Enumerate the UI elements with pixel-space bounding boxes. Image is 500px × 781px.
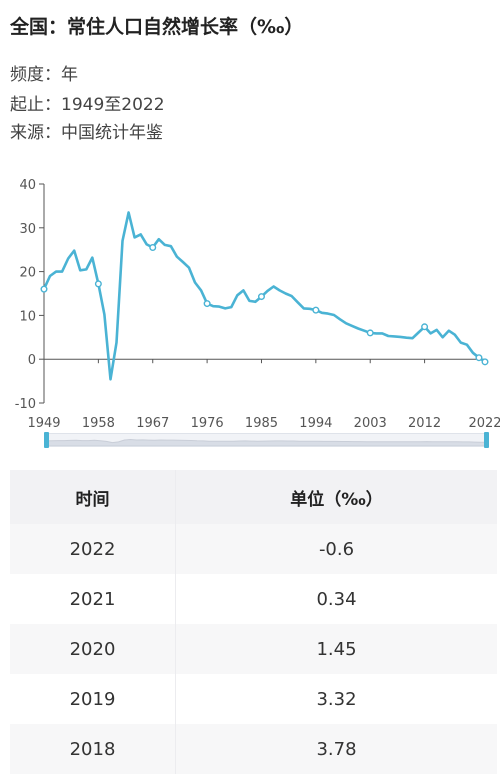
data-table: 时间 单位（‰） 2022 -0.6 2021 0.34 2020 1.45 2… — [10, 470, 497, 774]
table-row: 2019 3.32 — [10, 674, 497, 724]
column-header-time: 时间 — [10, 470, 176, 524]
data-point[interactable] — [481, 358, 489, 366]
cell-year: 2022 — [10, 524, 176, 574]
data-point[interactable] — [149, 244, 157, 252]
data-point[interactable] — [257, 293, 265, 301]
y-tick-label: 40 — [19, 178, 36, 193]
x-tick-label: 1958 — [82, 416, 115, 430]
cell-year: 2019 — [10, 674, 176, 724]
cell-value: 0.34 — [175, 574, 497, 624]
x-tick-label: 2022 — [468, 416, 500, 430]
date-range-text: 起止：1949至2022 — [10, 95, 165, 115]
cell-value: 1.45 — [175, 624, 497, 674]
data-point[interactable] — [475, 354, 483, 362]
data-point[interactable] — [94, 280, 102, 288]
cell-value: -0.6 — [175, 524, 497, 574]
cell-value: 3.78 — [175, 724, 497, 774]
y-axis-ticks: 40 30 20 10 0 -10 — [15, 178, 44, 412]
y-tick-label: 20 — [19, 266, 36, 281]
cell-year: 2018 — [10, 724, 176, 774]
data-point[interactable] — [421, 323, 429, 331]
frequency-text: 频度：年 — [10, 65, 78, 85]
y-tick-label: 30 — [19, 222, 36, 237]
x-tick-label: 1967 — [136, 416, 169, 430]
page-title: 全国：常住人口自然增长率（‰） — [10, 16, 304, 38]
data-point[interactable] — [203, 300, 211, 308]
table-row: 2021 0.34 — [10, 574, 497, 624]
x-tick-label: 1976 — [191, 416, 224, 430]
line-chart[interactable]: 40 30 20 10 0 -10 1949 1958 1967 1976 1985 1994 200… — [0, 165, 500, 430]
table-row: 2022 -0.6 — [10, 524, 497, 574]
x-tick-label: 1949 — [27, 416, 60, 430]
x-axis-ticks: 1949 1958 1967 1976 1985 1994 2003 2012 2022 — [27, 359, 500, 430]
x-tick-label: 2003 — [354, 416, 387, 430]
chart-axes — [43, 184, 485, 403]
x-tick-label: 2012 — [408, 416, 441, 430]
slider-right-handle[interactable] — [484, 432, 489, 448]
data-point[interactable] — [40, 285, 48, 293]
table-header-row: 时间 单位（‰） — [10, 470, 497, 524]
data-point[interactable] — [366, 329, 374, 337]
x-tick-label: 1985 — [245, 416, 278, 430]
series-line[interactable] — [42, 211, 486, 381]
series-markers[interactable] — [40, 244, 489, 366]
y-tick-label: 0 — [28, 353, 36, 368]
table-row: 2020 1.45 — [10, 624, 497, 674]
y-tick-label: -10 — [15, 397, 36, 412]
slider-left-handle[interactable] — [44, 432, 49, 448]
cell-value: 3.32 — [175, 674, 497, 724]
cell-year: 2020 — [10, 624, 176, 674]
slider-preview — [46, 438, 487, 446]
table-row: 2018 3.78 — [10, 724, 497, 774]
x-tick-label: 1994 — [299, 416, 332, 430]
y-tick-label: 10 — [19, 309, 36, 324]
range-slider[interactable] — [44, 432, 489, 448]
data-point[interactable] — [312, 306, 320, 314]
cell-year: 2021 — [10, 574, 176, 624]
column-header-unit: 单位（‰） — [175, 470, 497, 524]
source-text: 来源：中国统计年鉴 — [10, 123, 163, 143]
